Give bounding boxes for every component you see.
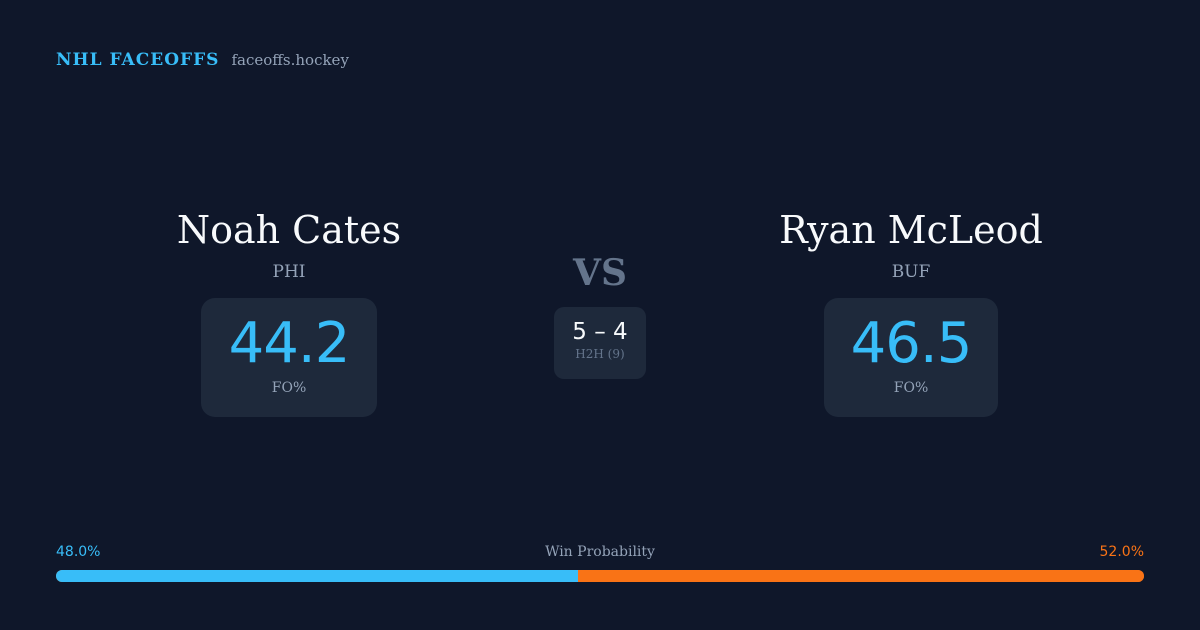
win-prob-right-fill	[578, 570, 1144, 582]
brand-site: faceoffs.hockey	[231, 51, 349, 69]
win-prob-right: 52.0%	[1099, 544, 1144, 560]
fo-label: FO%	[271, 380, 307, 396]
player-left: Noah Cates PHI 44.2 FO%	[79, 208, 499, 417]
player-right: Ryan McLeod BUF 46.5 FO%	[701, 208, 1121, 417]
h2h-card: 5 – 4 H2H (9)	[554, 307, 646, 379]
vs-label: VS	[573, 252, 627, 294]
fo-value: 46.5	[850, 311, 973, 376]
brand: NHL FACEOFFS faceoffs.hockey	[56, 50, 349, 70]
fo-card: 44.2 FO%	[201, 298, 377, 417]
player-name: Noah Cates	[176, 208, 402, 252]
win-prob-left: 48.0%	[56, 544, 101, 560]
fo-card: 46.5 FO%	[824, 298, 998, 417]
h2h-label: H2H (9)	[575, 347, 625, 361]
win-prob-left-fill	[56, 570, 579, 582]
brand-title: NHL FACEOFFS	[56, 50, 220, 70]
win-probability-bar	[56, 570, 1144, 582]
h2h-score: 5 – 4	[572, 319, 628, 345]
player-team: BUF	[891, 262, 931, 282]
fo-label: FO%	[893, 380, 929, 396]
fo-value: 44.2	[228, 311, 351, 376]
player-team: PHI	[272, 262, 306, 282]
win-prob-title: Win Probability	[545, 544, 655, 560]
player-name: Ryan McLeod	[779, 208, 1043, 252]
